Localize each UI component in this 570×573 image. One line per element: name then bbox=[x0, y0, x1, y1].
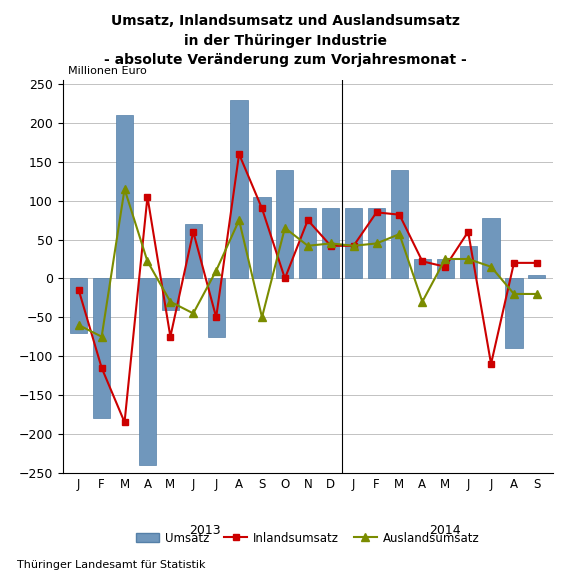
Bar bbox=[207, 278, 225, 337]
Bar bbox=[139, 278, 156, 465]
Bar bbox=[528, 274, 545, 278]
Text: 2014: 2014 bbox=[429, 524, 461, 537]
Bar bbox=[345, 209, 362, 278]
Bar bbox=[459, 246, 477, 278]
Bar bbox=[70, 278, 87, 333]
Text: Umsatz, Inlandsumsatz und Auslandsumsatz
in der Thüringer Industrie
- absolute V: Umsatz, Inlandsumsatz und Auslandsumsatz… bbox=[104, 14, 466, 67]
Legend: Umsatz, Inlandsumsatz, Auslandsumsatz: Umsatz, Inlandsumsatz, Auslandsumsatz bbox=[131, 527, 484, 550]
Bar bbox=[414, 259, 431, 278]
Bar bbox=[185, 224, 202, 278]
Bar bbox=[116, 115, 133, 278]
Bar bbox=[93, 278, 110, 418]
Bar bbox=[391, 170, 408, 278]
Bar bbox=[437, 259, 454, 278]
Text: Thüringer Landesamt für Statistik: Thüringer Landesamt für Statistik bbox=[17, 560, 206, 570]
Text: 2013: 2013 bbox=[189, 524, 221, 537]
Bar bbox=[230, 100, 248, 278]
Bar bbox=[482, 218, 500, 278]
Bar bbox=[162, 278, 179, 309]
Text: Millionen Euro: Millionen Euro bbox=[68, 66, 146, 76]
Bar bbox=[368, 209, 385, 278]
Bar bbox=[254, 197, 271, 278]
Bar bbox=[506, 278, 523, 348]
Bar bbox=[276, 170, 294, 278]
Bar bbox=[322, 209, 339, 278]
Bar bbox=[299, 209, 316, 278]
